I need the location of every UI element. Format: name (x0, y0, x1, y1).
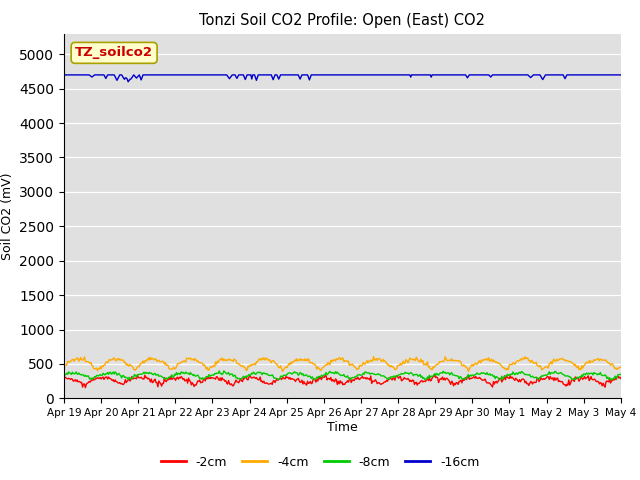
-4cm (481, 357, 489, 363)
-2cm (161, 375, 168, 381)
-4cm (370, 354, 378, 360)
Line: -8cm: -8cm (64, 371, 621, 380)
-2cm (617, 376, 625, 382)
Legend: -2cm, -4cm, -8cm, -16cm: -2cm, -4cm, -8cm, -16cm (156, 451, 484, 474)
-16cm (389, 72, 397, 78)
-16cm (60, 72, 68, 78)
Title: Tonzi Soil CO2 Profile: Open (East) CO2: Tonzi Soil CO2 Profile: Open (East) CO2 (200, 13, 485, 28)
-4cm (312, 363, 320, 369)
-4cm (433, 362, 440, 368)
X-axis label: Time: Time (327, 421, 358, 434)
-8cm (617, 372, 625, 377)
-8cm (220, 368, 228, 374)
-16cm (433, 72, 440, 78)
-4cm (60, 364, 68, 370)
Line: -2cm: -2cm (64, 375, 621, 388)
-4cm (465, 369, 472, 374)
-8cm (60, 371, 68, 377)
-16cm (617, 72, 625, 78)
-8cm (433, 371, 440, 376)
-4cm (617, 364, 625, 370)
-2cm (134, 372, 141, 378)
-16cm (480, 72, 488, 78)
-16cm (124, 79, 132, 84)
-8cm (313, 374, 321, 380)
-8cm (480, 371, 488, 376)
-4cm (389, 364, 397, 370)
-8cm (204, 373, 211, 379)
-2cm (481, 376, 489, 382)
Text: TZ_soilco2: TZ_soilco2 (75, 47, 153, 60)
-2cm (314, 378, 322, 384)
-16cm (313, 72, 321, 78)
-4cm (204, 365, 211, 371)
Y-axis label: Soil CO2 (mV): Soil CO2 (mV) (1, 172, 13, 260)
-2cm (205, 376, 213, 382)
-8cm (389, 374, 397, 380)
-4cm (159, 358, 166, 364)
-16cm (159, 72, 167, 78)
-2cm (81, 385, 89, 391)
-2cm (60, 374, 68, 380)
-2cm (434, 375, 442, 381)
Line: -16cm: -16cm (64, 75, 621, 82)
-8cm (159, 374, 166, 380)
-2cm (390, 375, 398, 381)
-8cm (607, 377, 614, 383)
-16cm (204, 72, 212, 78)
Line: -4cm: -4cm (64, 357, 621, 372)
